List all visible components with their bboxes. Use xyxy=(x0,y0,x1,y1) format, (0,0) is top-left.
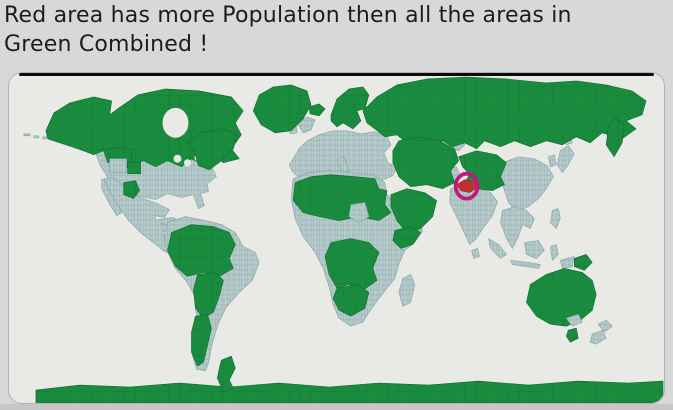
region-aleutians-3 xyxy=(42,136,48,140)
region-horn-of-africa xyxy=(392,226,422,249)
region-greenland xyxy=(252,84,312,134)
region-papua-new-guinea xyxy=(573,254,593,271)
region-bolivia-argentina xyxy=(193,272,224,319)
region-madagascar xyxy=(398,274,416,307)
caption-line-2: Green Combined ! xyxy=(4,32,209,57)
region-southern-africa xyxy=(332,284,370,317)
region-korea xyxy=(548,154,557,168)
region-iceland xyxy=(308,103,326,117)
hudson-bay xyxy=(162,107,189,138)
region-mexico-interior xyxy=(123,180,140,199)
region-sulawesi xyxy=(550,244,559,261)
highlight-circle xyxy=(453,171,480,201)
region-aleutians-2 xyxy=(33,135,40,139)
region-antarctic-peninsula xyxy=(217,355,236,393)
region-quebec-new-england xyxy=(187,128,238,171)
caption-line-1: Red area has more Population then all th… xyxy=(4,3,572,28)
region-southeast-asia xyxy=(500,206,535,249)
region-borneo xyxy=(524,240,545,259)
region-java xyxy=(510,260,541,269)
region-kamchatka xyxy=(605,116,625,158)
caption-text: Red area has more Population then all th… xyxy=(0,0,673,59)
bottom-strip xyxy=(0,404,673,410)
region-utah-blue xyxy=(109,158,127,173)
region-new-zealand-south xyxy=(589,329,607,345)
region-antarctica xyxy=(35,380,664,403)
region-uk xyxy=(296,116,316,134)
region-chad-sudan-blue xyxy=(348,202,370,223)
region-amazon xyxy=(167,224,236,277)
region-china-east xyxy=(500,156,554,212)
region-new-guinea-west xyxy=(560,256,575,269)
great-lake-1 xyxy=(173,154,182,163)
great-lake-2 xyxy=(183,159,191,167)
region-central-africa xyxy=(324,238,380,291)
region-aleutians-1 xyxy=(23,133,31,137)
region-scandinavia xyxy=(330,86,370,130)
region-philippines xyxy=(550,208,561,229)
region-japan xyxy=(557,145,575,173)
region-russia-siberia xyxy=(362,76,647,150)
region-arabia xyxy=(390,188,437,233)
region-sahara xyxy=(292,174,392,221)
world-map-image xyxy=(8,72,665,404)
region-tasmania xyxy=(566,327,579,343)
card-top-line xyxy=(19,73,654,76)
region-sri-lanka xyxy=(471,248,480,259)
region-victoria-australia xyxy=(566,313,583,327)
region-patagonia xyxy=(191,313,212,367)
region-sumatra xyxy=(488,238,507,259)
region-new-zealand-north xyxy=(597,319,613,333)
region-iran-central-asia xyxy=(392,136,459,189)
region-us-colorado xyxy=(127,162,141,174)
region-australia xyxy=(526,268,597,327)
world-map-svg xyxy=(23,76,664,403)
